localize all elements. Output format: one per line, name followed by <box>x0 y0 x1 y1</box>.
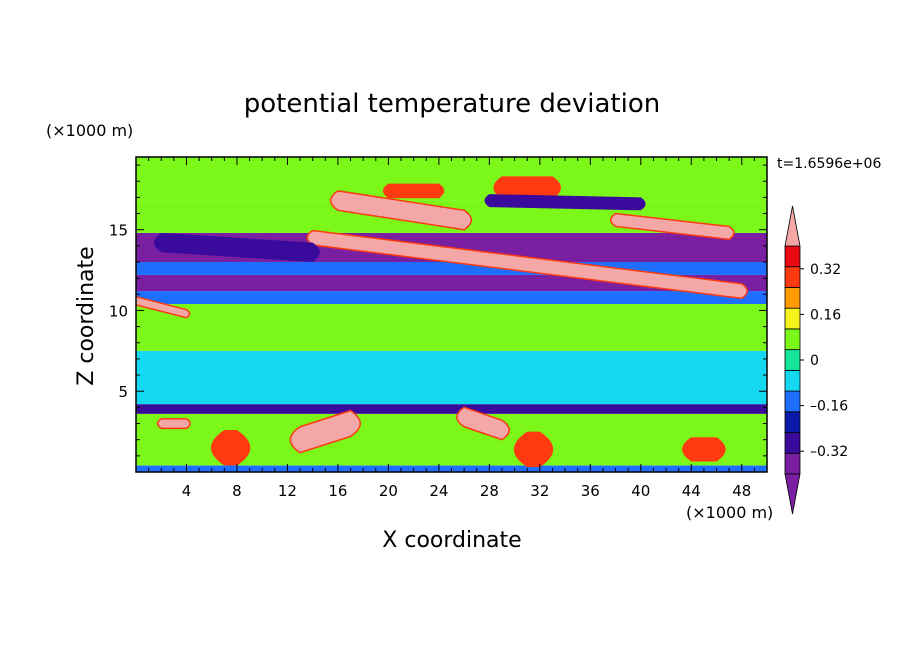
x-tick-label: 8 <box>232 482 242 500</box>
field-feature-over <box>136 295 191 319</box>
field-feature-warm <box>382 183 445 199</box>
colorbar-swatch <box>784 245 801 268</box>
field-feature-over <box>609 212 735 241</box>
y-tick-label: 10 <box>109 302 128 320</box>
field-band <box>136 291 767 304</box>
x-tick-label: 4 <box>182 482 192 500</box>
field-feature-over <box>306 229 748 300</box>
time-label: t=1.6596e+06 <box>777 156 881 172</box>
y-tick-label: 5 <box>118 383 128 401</box>
chart-title: potential temperature deviation <box>244 89 660 119</box>
colorbar-swatch <box>784 307 801 330</box>
field-feature-warm <box>493 176 561 199</box>
field-feature-over <box>329 190 473 231</box>
x-tick-label: 20 <box>379 482 398 500</box>
x-tick-label: 32 <box>530 482 549 500</box>
y-tick-label: 15 <box>109 222 128 240</box>
field-band <box>136 404 767 414</box>
field-feature-warm <box>513 431 554 468</box>
x-tick-label: 36 <box>581 482 600 500</box>
x-tick-label: 44 <box>682 482 701 500</box>
colorbar: 0.32 0.16 0 –0.16 –0.32 <box>784 205 848 515</box>
field-feature-over <box>456 406 510 441</box>
field-feature-cold <box>153 232 320 262</box>
x-axis-ticks: 4 8 12 16 20 24 28 32 36 40 44 48 <box>148 157 755 500</box>
x-tick-label: 40 <box>631 482 650 500</box>
field-band <box>136 157 767 201</box>
y-axis-title: Z coordinate <box>74 246 99 385</box>
y-unit-label: (×1000 m) <box>46 121 133 140</box>
field-feature-warm <box>682 437 726 462</box>
colorbar-swatch <box>784 390 801 413</box>
field-feature-warm <box>211 430 251 466</box>
x-tick-label: 28 <box>480 482 499 500</box>
colorbar-swatch <box>784 432 801 454</box>
colorbar-swatch <box>784 287 801 309</box>
field-feature-over <box>289 409 361 454</box>
colorbar-over-triangle <box>784 205 801 247</box>
field-feature-over <box>156 417 191 430</box>
colorbar-swatch <box>784 328 801 351</box>
colorbar-tick-label: 0 <box>810 353 819 369</box>
x-tick-label: 12 <box>278 482 297 500</box>
colorbar-swatch <box>784 452 801 475</box>
colorbar-tick-label: –0.16 <box>810 399 848 415</box>
field-band <box>136 262 767 275</box>
colorbar-swatch <box>784 411 801 433</box>
x-tick-label: 48 <box>732 482 751 500</box>
y-axis-ticks: 5 10 15 <box>109 164 767 457</box>
colorbar-tick-label: 0.32 <box>810 262 841 278</box>
x-axis-title: X coordinate <box>382 528 521 553</box>
field-band <box>136 350 767 405</box>
field-band <box>136 304 767 351</box>
colorbar-swatch <box>784 266 801 288</box>
colorbar-swatch <box>784 369 801 392</box>
x-unit-label: (×1000 m) <box>686 503 773 522</box>
colorbar-tick-label: –0.32 <box>810 444 848 460</box>
x-tick-label: 24 <box>429 482 448 500</box>
field-feature-cold <box>484 194 646 211</box>
colorbar-under-triangle <box>784 473 801 515</box>
x-tick-label: 16 <box>328 482 347 500</box>
contour-field <box>136 157 767 472</box>
colorbar-tick-label: 0.16 <box>810 307 841 323</box>
colorbar-swatch <box>784 349 801 371</box>
